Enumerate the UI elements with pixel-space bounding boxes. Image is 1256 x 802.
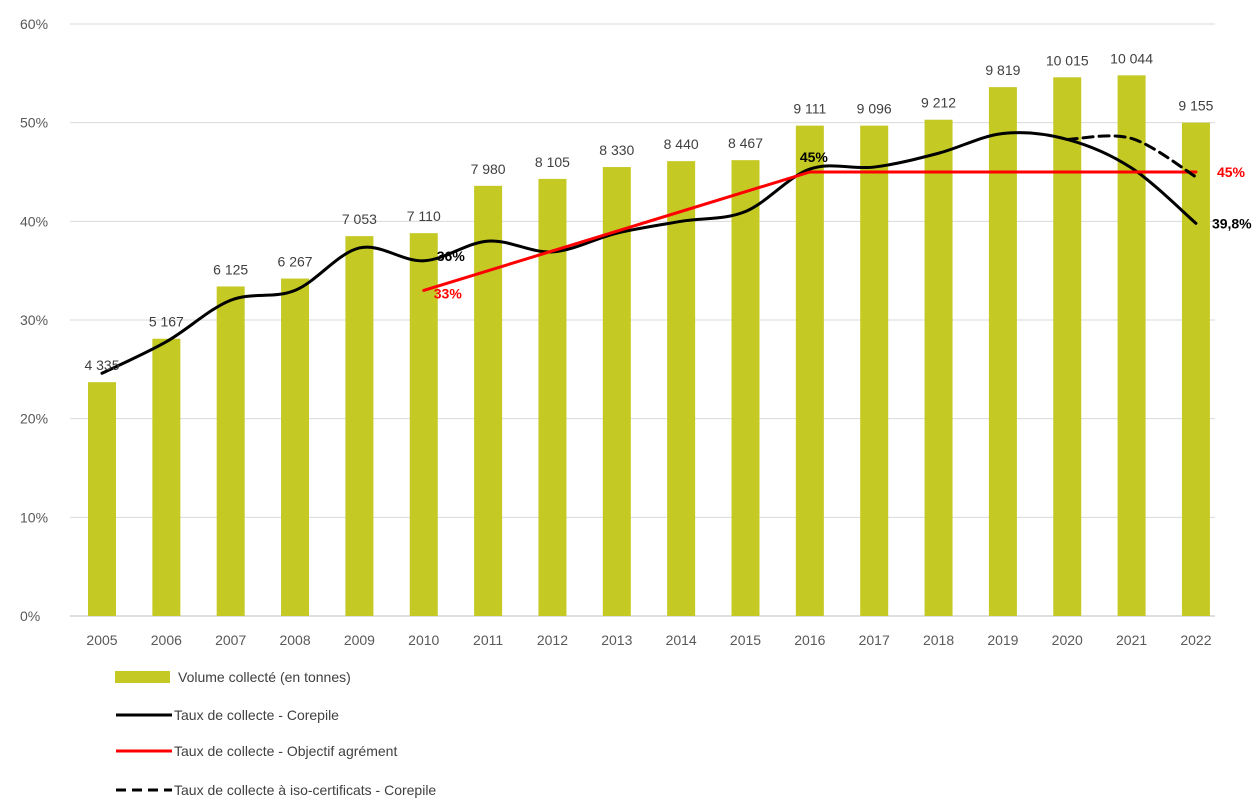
bar-value-label: 9 096 [857,101,892,117]
bar-2007 [216,286,245,616]
x-tick-label: 2005 [86,632,117,648]
bar-2011 [474,185,503,616]
bar-2014 [667,161,696,616]
x-tick-label: 2006 [151,632,182,648]
x-tick-label: 2008 [279,632,310,648]
bar-2018 [924,119,953,616]
y-tick-label: 50% [20,115,48,131]
legend-label: Taux de collecte - Objectif agrément [174,743,397,759]
bar-value-label: 4 335 [84,357,119,373]
bar-value-label: 8 105 [535,154,570,170]
legend-label: Volume collecté (en tonnes) [178,669,351,685]
x-tick-label: 2016 [794,632,825,648]
bar-value-label: 10 015 [1046,52,1089,68]
x-tick-label: 2022 [1180,632,1211,648]
bar-value-label: 9 819 [985,62,1020,78]
x-tick-label: 2014 [666,632,697,648]
y-tick-label: 30% [20,312,48,328]
bar-value-label: 7 053 [342,211,377,227]
bar-2013 [602,167,631,617]
bar-value-label: 7 110 [407,208,441,224]
x-tick-label: 2012 [537,632,568,648]
x-tick-label: 2015 [730,632,761,648]
bar-2017 [860,125,889,617]
bar-value-label: 9 111 [793,101,826,117]
bar-value-label: 6 267 [278,254,313,270]
bar-2009 [345,236,374,616]
x-tick-label: 2007 [215,632,246,648]
point-annotation-label: 45% [1217,164,1246,180]
bar-value-label: 6 125 [213,261,248,277]
bar-value-label: 10 044 [1110,50,1153,66]
bar-2012 [538,178,567,616]
x-tick-label: 2011 [473,632,503,648]
legend-label: Taux de collecte à iso-certificats - Cor… [174,782,436,798]
bar-2019 [988,87,1017,616]
x-tick-label: 2009 [344,632,375,648]
data-labels: 4 335 5 167 6 125 6 267 7 053 7 110 7 980 8 105… [84,50,1252,373]
y-tick-label: 20% [20,411,48,427]
bar-2015 [731,160,760,616]
line-series-3 [1065,134,1198,179]
bar-value-label: 5 167 [149,314,184,330]
y-tick-label: 40% [20,213,48,229]
x-tick-label: 2010 [408,632,439,648]
bar-value-label: 8 330 [599,142,634,158]
line-series-2 [422,170,1198,292]
bar-value-label: 9 155 [1178,98,1213,114]
point-annotation-label: 33% [434,285,463,301]
x-tick-label: 2013 [601,632,632,648]
y-tick-label: 0% [20,608,40,624]
x-tick-label: 2020 [1052,632,1083,648]
bar-2022 [1181,122,1210,617]
bar-series [88,75,1210,617]
point-annotation-label: 39,8% [1212,215,1252,231]
x-tick-label: 2017 [859,632,890,648]
bar-value-label: 8 467 [728,135,763,151]
legend-swatch-bar [115,671,170,683]
bar-2010 [409,233,438,616]
bar-2008 [281,278,310,616]
bar-2006 [152,338,181,616]
bar-2021 [1117,75,1146,617]
y-tick-label: 10% [20,509,48,525]
x-tick-label: 2021 [1116,632,1147,648]
line-series [100,131,1198,375]
x-tick-label: 2019 [987,632,1018,648]
point-annotation-label: 45% [800,149,829,165]
grid-lines [70,23,1215,617]
bar-2016 [795,125,824,617]
x-tick-label: 2018 [923,632,954,648]
y-tick-label: 60% [20,16,48,32]
legend: Volume collecté (en tonnes) Taux de colle… [115,669,436,798]
line-series-1 [100,131,1198,375]
bar-value-label: 8 440 [664,136,699,152]
bar-value-label: 9 212 [921,95,956,111]
axes: 0% 10% 20% 30% 40% 50% 60% 2005 2006 2007 2008 2009… [20,16,1212,648]
bar-2020 [1053,77,1082,616]
point-annotation-label: 36% [437,248,466,264]
bar-2005 [88,382,116,616]
bar-value-label: 7 980 [471,161,506,177]
legend-label: Taux de collecte - Corepile [174,707,339,723]
